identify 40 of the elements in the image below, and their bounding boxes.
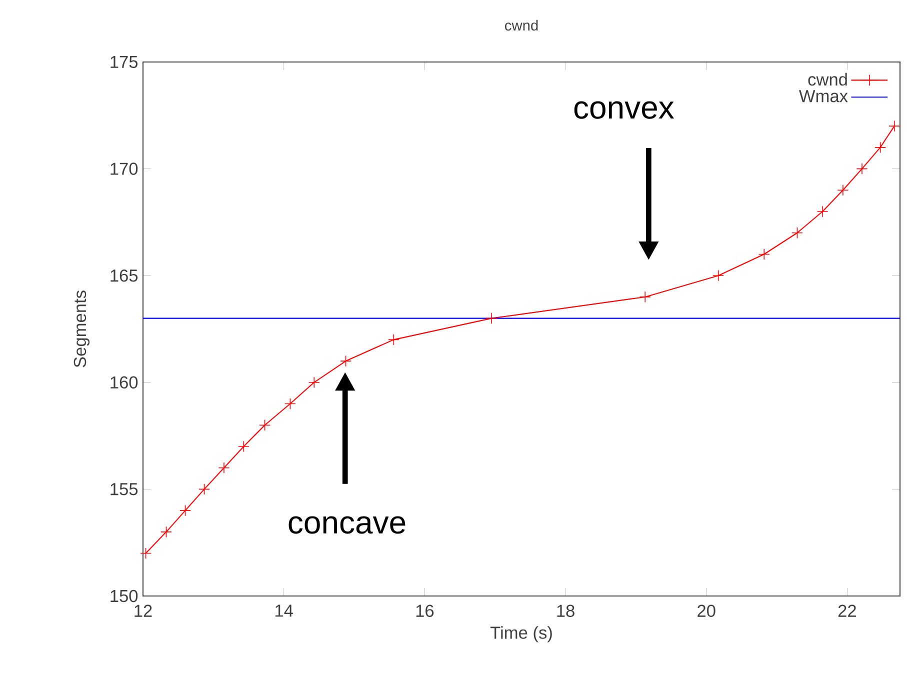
x-tick-label: 14 <box>276 604 293 617</box>
point <box>218 462 230 474</box>
point <box>888 120 900 132</box>
y-tick-label: 150 <box>110 590 138 602</box>
point <box>837 184 849 196</box>
x-tick-label: 18 <box>557 604 574 617</box>
legend-label: cwnd <box>808 72 847 86</box>
point <box>259 419 271 431</box>
y-tick-label: 170 <box>110 162 138 175</box>
annotation: convex <box>574 101 674 119</box>
point <box>340 355 352 367</box>
x-tick-label: 12 <box>134 604 152 617</box>
point <box>388 334 400 346</box>
point <box>712 270 724 282</box>
point <box>486 312 498 324</box>
point <box>308 376 320 388</box>
x-axis-title: Time (s) <box>490 626 552 642</box>
point <box>874 142 886 154</box>
point <box>180 504 191 516</box>
point <box>816 206 828 218</box>
legend-label: Wmax <box>798 90 848 102</box>
point <box>140 548 152 560</box>
x-tick-label: 20 <box>698 604 716 617</box>
x-tick-label: 16 <box>416 604 434 617</box>
annotation: concave <box>288 516 406 534</box>
point <box>238 440 250 452</box>
y-axis-title: Segments <box>74 290 90 368</box>
point <box>639 291 651 303</box>
y-tick-label: 165 <box>110 269 138 282</box>
x-tick-label: 22 <box>838 604 856 617</box>
point <box>198 483 210 495</box>
chart-title: cwnd <box>505 20 538 31</box>
point <box>856 163 868 175</box>
point <box>791 227 803 239</box>
y-tick-label: 155 <box>110 483 138 496</box>
y-tick-label: 175 <box>110 56 138 68</box>
point <box>284 398 296 410</box>
point <box>758 248 770 260</box>
point <box>160 526 172 538</box>
y-tick-label: 160 <box>110 376 138 389</box>
